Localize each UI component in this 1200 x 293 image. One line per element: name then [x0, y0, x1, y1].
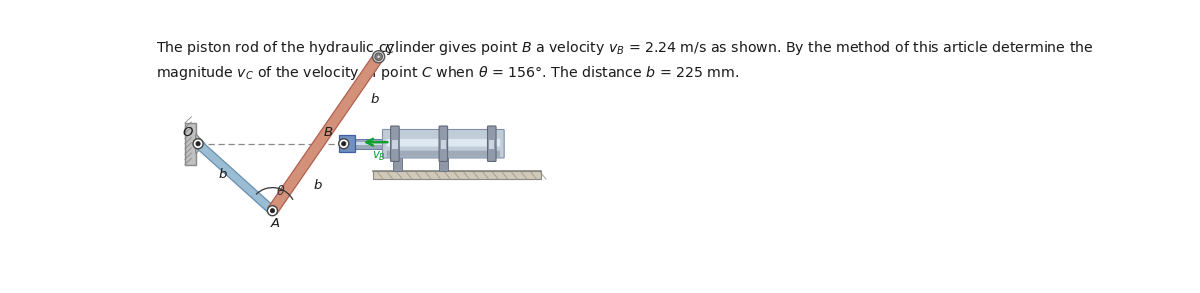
- Text: $C$: $C$: [384, 43, 395, 56]
- Circle shape: [196, 142, 200, 146]
- FancyBboxPatch shape: [185, 123, 196, 165]
- FancyBboxPatch shape: [386, 151, 500, 157]
- FancyBboxPatch shape: [439, 157, 448, 171]
- Text: magnitude $v_C$ of the velocity of point $C$ when $\theta$ = 156°. The distance : magnitude $v_C$ of the velocity of point…: [156, 64, 739, 82]
- FancyBboxPatch shape: [340, 135, 355, 152]
- Circle shape: [342, 142, 346, 146]
- Text: $O$: $O$: [182, 127, 194, 139]
- FancyBboxPatch shape: [392, 157, 402, 171]
- Polygon shape: [373, 171, 541, 179]
- FancyBboxPatch shape: [487, 126, 496, 161]
- Circle shape: [268, 206, 277, 216]
- FancyBboxPatch shape: [355, 139, 388, 149]
- Circle shape: [377, 55, 380, 59]
- FancyBboxPatch shape: [392, 140, 397, 149]
- Polygon shape: [196, 134, 205, 154]
- Text: $b$: $b$: [218, 167, 228, 181]
- FancyBboxPatch shape: [440, 140, 446, 149]
- Text: $A$: $A$: [270, 217, 281, 229]
- Text: $B$: $B$: [323, 127, 334, 139]
- FancyBboxPatch shape: [355, 142, 388, 145]
- FancyBboxPatch shape: [391, 126, 400, 161]
- Circle shape: [374, 53, 383, 60]
- FancyBboxPatch shape: [386, 139, 500, 146]
- FancyBboxPatch shape: [490, 140, 494, 149]
- Circle shape: [270, 209, 275, 213]
- Text: $v_B$: $v_B$: [372, 150, 386, 163]
- Text: $b$: $b$: [371, 92, 380, 106]
- Circle shape: [372, 51, 385, 63]
- Text: $b$: $b$: [313, 178, 323, 192]
- FancyBboxPatch shape: [383, 130, 504, 158]
- Polygon shape: [196, 141, 275, 214]
- Circle shape: [338, 139, 349, 149]
- Polygon shape: [268, 54, 383, 214]
- Text: The piston rod of the hydraulic cylinder gives point $B$ a velocity $v_B$ = 2.24: The piston rod of the hydraulic cylinder…: [156, 39, 1093, 57]
- FancyBboxPatch shape: [439, 126, 448, 161]
- Text: $\theta$: $\theta$: [276, 184, 286, 198]
- Circle shape: [193, 139, 203, 149]
